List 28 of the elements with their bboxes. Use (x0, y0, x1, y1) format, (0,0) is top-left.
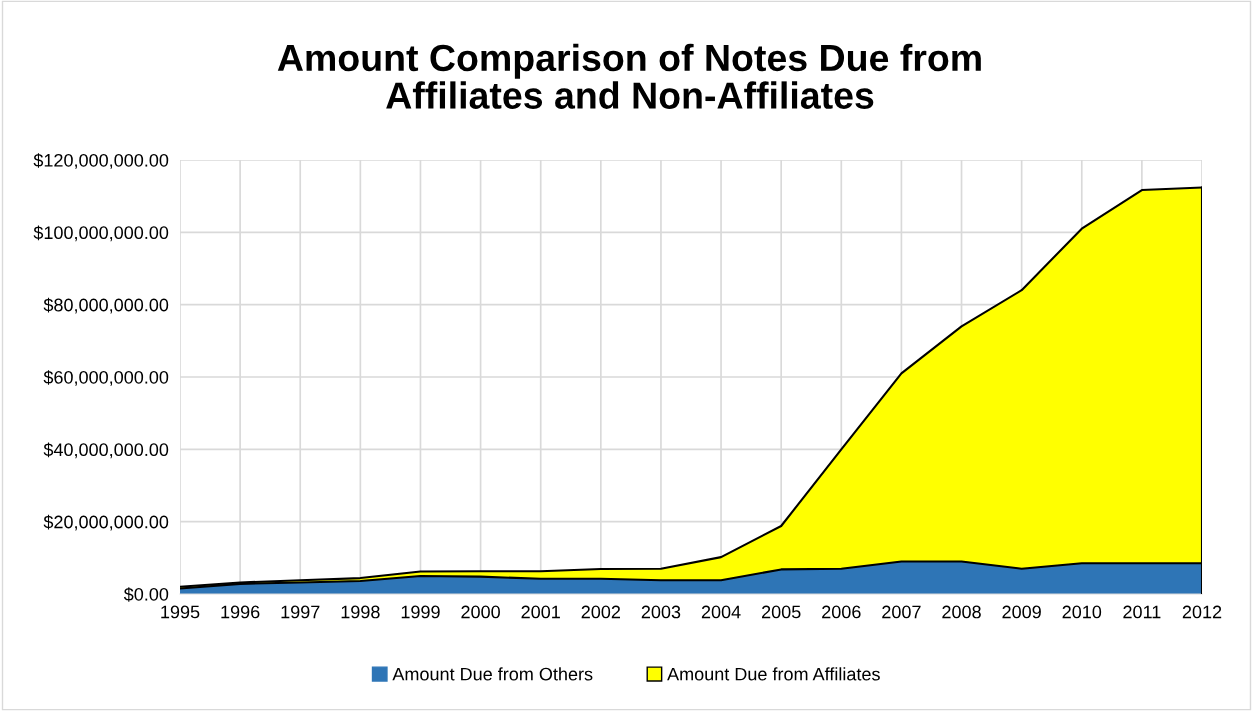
y-tick-label: $100,000,000.00 (33, 225, 169, 242)
x-tick-label: 2004 (701, 605, 741, 619)
x-tick-label: 1999 (401, 605, 440, 619)
y-tick-label: $20,000,000.00 (43, 514, 169, 531)
y-tick-label: $40,000,000.00 (43, 442, 169, 459)
x-tick-label: 2003 (641, 605, 681, 619)
x-tick-label: 1997 (281, 605, 320, 619)
x-tick-label: 2010 (1062, 605, 1102, 619)
x-tick-label: 2000 (461, 605, 500, 619)
y-tick-label: $120,000,000.00 (33, 153, 169, 169)
y-tick-label: $0.00 (123, 587, 169, 602)
y-tick-label: $80,000,000.00 (43, 297, 169, 314)
x-tick-label: 2007 (882, 605, 921, 619)
chart-title: Amount Comparison of Notes Due from Affiliates and Non-Affiliates (277, 43, 981, 109)
x-tick-label: 1996 (221, 605, 260, 619)
x-tick-label: 2008 (942, 605, 981, 619)
x-tick-label: 2001 (521, 605, 560, 619)
x-tick-label: 2009 (1002, 605, 1041, 619)
legend-label: Amount Due from Others (392, 667, 593, 681)
x-tick-label: 2005 (762, 605, 801, 619)
x-tick-label: 1995 (161, 605, 200, 619)
x-tick-label: 2002 (581, 605, 620, 619)
y-tick-label: $60,000,000.00 (43, 370, 169, 386)
x-tick-label: 2011 (1123, 605, 1161, 619)
legend-label: Amount Due from Affiliates (667, 667, 880, 681)
x-tick-label: 2006 (822, 605, 861, 619)
x-tick-label: 2012 (1182, 605, 1222, 619)
x-tick-label: 1998 (341, 605, 380, 619)
